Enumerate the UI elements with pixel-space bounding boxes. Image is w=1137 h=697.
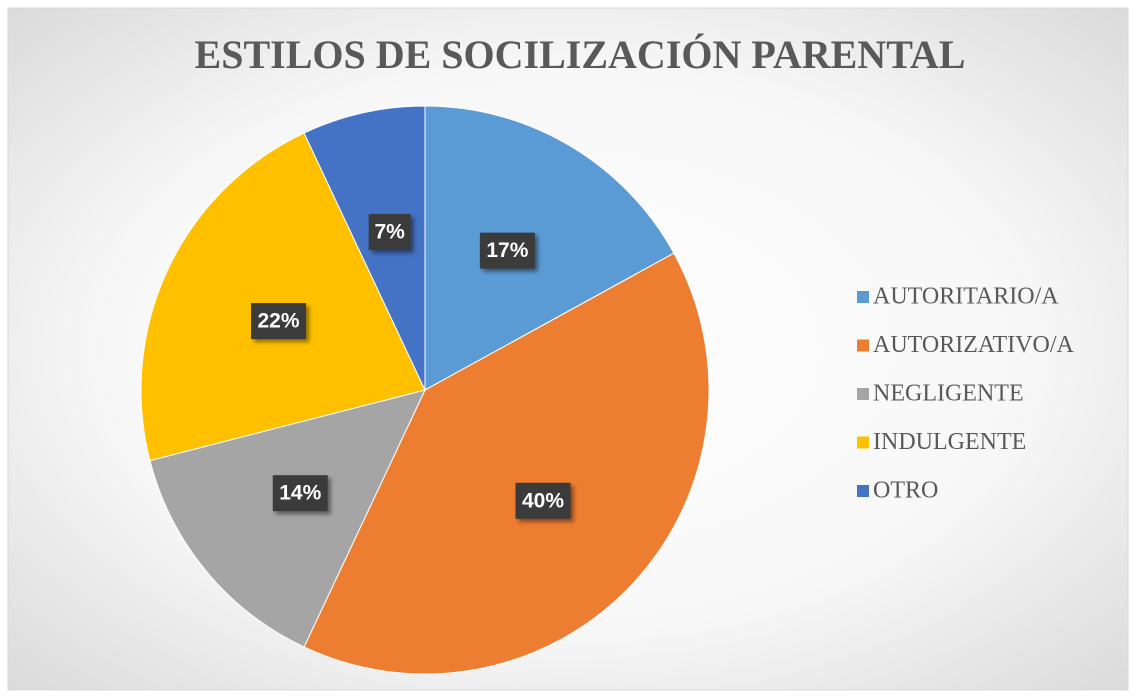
- data-label-box: [479, 232, 535, 269]
- legend-swatch: [857, 388, 869, 400]
- legend-swatch: [857, 291, 869, 303]
- data-label-box: [515, 482, 571, 519]
- legend-swatch: [857, 436, 869, 449]
- data-label-box: [251, 303, 307, 340]
- data-label-box: [272, 475, 328, 512]
- data-label: 40%: [522, 489, 564, 512]
- pie-slice: [140, 132, 426, 462]
- legend-label: OTRO: [873, 478, 938, 504]
- legend-swatch: [857, 339, 869, 352]
- data-label: 17%: [486, 239, 528, 262]
- pie-slice: [149, 389, 426, 648]
- data-label: 22%: [258, 310, 300, 333]
- pie-slice: [303, 252, 710, 675]
- legend-label: AUTORITARIO/A: [873, 284, 1059, 310]
- legend-label: NEGLIGENTE: [873, 381, 1024, 407]
- chart-title: ESTILOS DE SOCILIZACIÓN PARENTAL: [195, 32, 966, 77]
- legend-swatch: [857, 485, 869, 497]
- data-label-box: [368, 214, 411, 251]
- pie-slice: [303, 105, 426, 391]
- data-label: 14%: [279, 482, 321, 505]
- pie-slice: [424, 105, 675, 391]
- legend-label: INDULGENTE: [873, 429, 1026, 455]
- data-label: 7%: [375, 221, 406, 244]
- legend-label: AUTORIZATIVO/A: [873, 332, 1075, 358]
